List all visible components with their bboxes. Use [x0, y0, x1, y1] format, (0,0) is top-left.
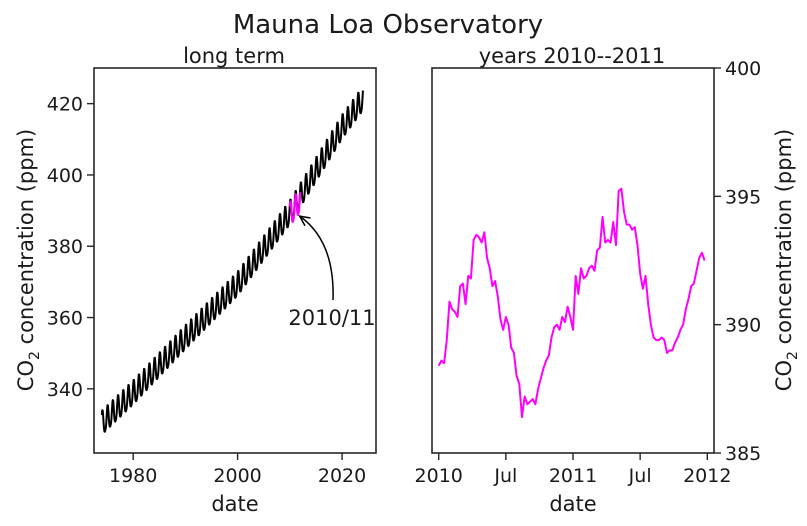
right-chart-title: years 2010--2011 — [479, 44, 666, 68]
left-y-tick-label: 400 — [47, 165, 83, 187]
right-y-label-subscript: 2 — [785, 351, 801, 360]
right-y-axis-label: CO2 concentration (ppm) — [772, 129, 801, 391]
left-x-tick-label: 2000 — [213, 465, 261, 487]
right-data-layer — [437, 187, 706, 419]
left-x-tick-label: 1980 — [109, 465, 157, 487]
left-y-tick-label: 340 — [47, 379, 83, 401]
long-term-chart: long term 1980 2000 2020 340 360 380 400 420 d… — [14, 44, 377, 516]
left-chart-title: long term — [183, 44, 285, 68]
left-y-tick-label: 380 — [47, 236, 83, 258]
left-y-axis-label: CO2 concentration (ppm) — [14, 129, 43, 391]
right-y-tick-label: 385 — [725, 443, 761, 465]
right-y-tick-label: 400 — [725, 58, 761, 80]
annotation-arrowhead — [298, 215, 311, 227]
left-data-layer — [100, 90, 364, 433]
left-y-ticks: 340 360 380 400 420 — [47, 94, 94, 401]
left-y-label-subscript: 2 — [27, 351, 43, 360]
right-x-tick-label: Jul — [493, 465, 517, 487]
figure-title: Mauna Loa Observatory — [233, 10, 543, 40]
left-x-axis-label: date — [211, 492, 258, 516]
right-x-tick-label: 2012 — [683, 465, 731, 487]
left-y-tick-label: 420 — [47, 94, 83, 116]
right-y-tick-label: 395 — [725, 186, 761, 208]
left-y-tick-label: 360 — [47, 308, 83, 330]
right-x-tick-label: 2010 — [415, 465, 463, 487]
left-x-ticks: 1980 2000 2020 — [109, 453, 366, 487]
left-y-label-co: CO — [14, 360, 38, 391]
right-x-ticks: 2010 Jul 2011 Jul 2012 — [415, 453, 731, 487]
long-term-series-line — [100, 90, 364, 433]
series-2010-2011-line — [437, 187, 706, 419]
left-x-tick-label: 2020 — [318, 465, 366, 487]
left-y-label-rest: concentration (ppm) — [14, 129, 38, 351]
right-y-tick-label: 390 — [725, 315, 761, 337]
annotation-label: 2010/11 — [288, 306, 375, 330]
right-y-ticks: 385 390 395 400 — [714, 58, 761, 465]
right-y-label-rest: concentration (ppm) — [772, 129, 796, 351]
left-plot-frame — [93, 67, 377, 454]
annotation-arrow — [299, 215, 334, 301]
right-x-tick-label: Jul — [628, 465, 652, 487]
years-2010-2011-chart: years 2010--2011 2010 Jul 2011 Jul 2012 3853… — [415, 44, 801, 516]
highlight-2010-2011-line — [288, 192, 302, 223]
right-y-label-co: CO — [772, 360, 796, 391]
right-x-axis-label: date — [549, 492, 596, 516]
right-x-tick-label: 2011 — [549, 465, 597, 487]
right-plot-frame — [431, 67, 715, 454]
